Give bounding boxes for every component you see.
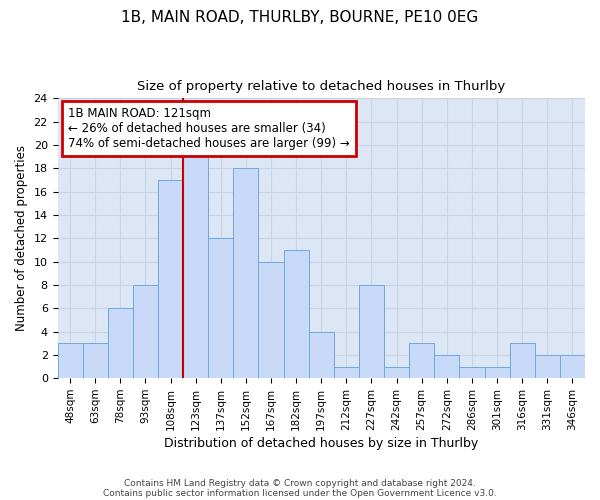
Bar [58, 343, 83, 378]
Bar [434, 355, 460, 378]
Text: Contains public sector information licensed under the Open Government Licence v3: Contains public sector information licen… [103, 488, 497, 498]
Bar [233, 168, 259, 378]
Bar [359, 285, 384, 378]
Bar [384, 366, 409, 378]
Bar [460, 366, 485, 378]
Title: Size of property relative to detached houses in Thurlby: Size of property relative to detached ho… [137, 80, 505, 93]
Y-axis label: Number of detached properties: Number of detached properties [15, 146, 28, 332]
Bar [259, 262, 284, 378]
Bar [183, 145, 208, 378]
Bar [485, 366, 509, 378]
Bar [133, 285, 158, 378]
Bar [334, 366, 359, 378]
Bar [284, 250, 309, 378]
X-axis label: Distribution of detached houses by size in Thurlby: Distribution of detached houses by size … [164, 437, 478, 450]
Text: 1B MAIN ROAD: 121sqm
← 26% of detached houses are smaller (34)
74% of semi-detac: 1B MAIN ROAD: 121sqm ← 26% of detached h… [68, 106, 350, 150]
Bar [83, 343, 108, 378]
Bar [309, 332, 334, 378]
Bar [535, 355, 560, 378]
Bar [208, 238, 233, 378]
Bar [409, 343, 434, 378]
Text: Contains HM Land Registry data © Crown copyright and database right 2024.: Contains HM Land Registry data © Crown c… [124, 478, 476, 488]
Bar [158, 180, 183, 378]
Text: 1B, MAIN ROAD, THURLBY, BOURNE, PE10 0EG: 1B, MAIN ROAD, THURLBY, BOURNE, PE10 0EG [121, 10, 479, 25]
Bar [108, 308, 133, 378]
Bar [509, 343, 535, 378]
Bar [560, 355, 585, 378]
